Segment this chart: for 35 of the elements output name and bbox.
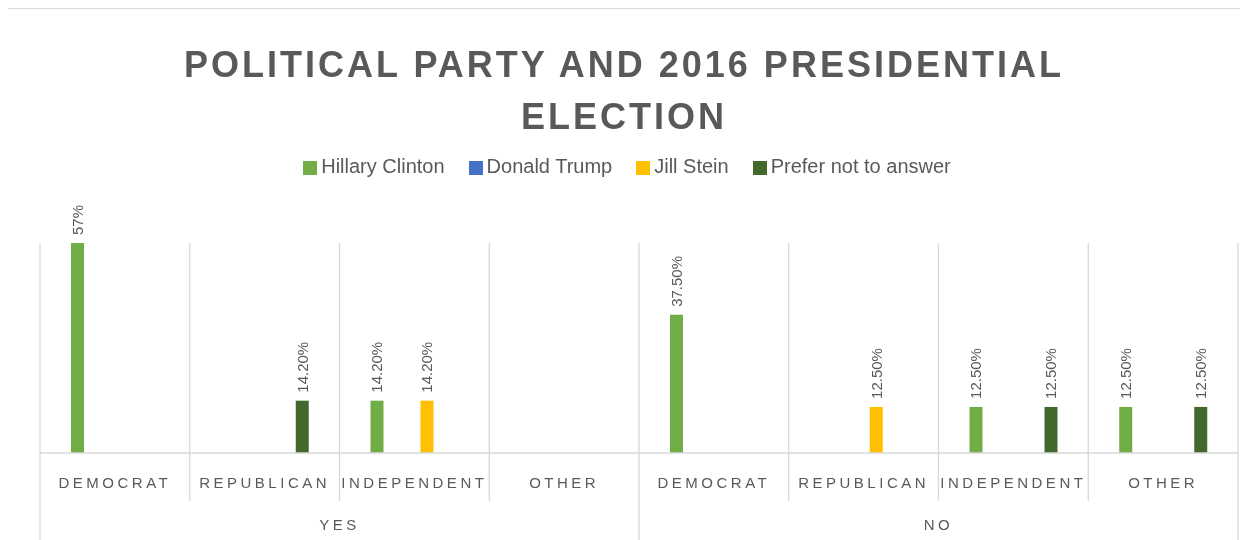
- x-tick-label: REPUBLICAN: [798, 474, 930, 491]
- chart-title: POLITICAL PARTY AND 2016 PRESIDENTIAL ELECTION: [183, 43, 1065, 139]
- legend-label: Prefer not to answer: [770, 155, 951, 177]
- bar: [71, 243, 84, 453]
- x-tick-label: INDEPENDENT: [940, 474, 1087, 491]
- x-tick-label: OTHER: [1128, 474, 1199, 491]
- bar: [295, 400, 309, 453]
- legend-label: Jill Stein: [654, 155, 729, 177]
- data-label: 57%: [69, 204, 86, 235]
- bar: [869, 406, 883, 453]
- x-tick-label: REPUBLICAN: [199, 474, 331, 491]
- bar: [1119, 406, 1133, 453]
- text: YES: [319, 516, 360, 533]
- x-tick-label: INDEPENDENT: [341, 474, 488, 491]
- data-label: 14.20%: [368, 341, 386, 393]
- legend-label: Hillary Clinton: [321, 155, 445, 177]
- bar: [370, 400, 384, 453]
- data-label: 12.50%: [967, 348, 985, 399]
- data-label: 37.50%: [668, 255, 685, 307]
- bar: [1044, 406, 1058, 453]
- bar: [969, 406, 983, 453]
- data-label: 14.20%: [418, 341, 436, 393]
- bar: [420, 400, 434, 453]
- data-label: 12.50%: [867, 348, 885, 399]
- data-label: 12.50%: [1192, 348, 1210, 399]
- data-label: 12.50%: [1042, 348, 1060, 399]
- data-label: 14.20%: [293, 341, 311, 393]
- x-tick-label: DEMOCRAT: [58, 474, 172, 491]
- data-label: 12.50%: [1117, 348, 1135, 399]
- bar: [1194, 406, 1208, 453]
- text: NO: [923, 516, 954, 533]
- legend-label: Donald Trump: [486, 155, 613, 177]
- x-tick-label: OTHER: [529, 474, 600, 491]
- x-tick-label: DEMOCRAT: [657, 474, 771, 491]
- bar: [670, 314, 683, 453]
